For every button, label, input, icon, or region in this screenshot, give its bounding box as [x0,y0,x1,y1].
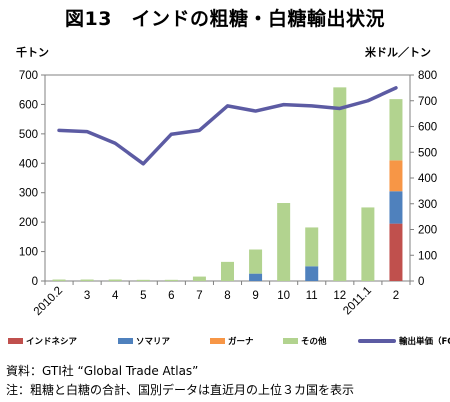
legend-label: インドネシア [26,337,78,347]
bar-segment [277,203,291,281]
right-axis-tick-label: 700 [418,96,437,108]
right-axis-tick-label: 0 [418,276,424,288]
x-axis-tick-label: 2 [393,290,399,302]
x-axis-tick-label: 12 [333,290,346,302]
left-axis-tick-label: 0 [32,276,38,288]
bar-segment [164,279,178,281]
note-text: 注：粗糖と白糖の合計、国別データは直近月の上位３カ国を表示 [6,383,355,397]
legend-item: その他 [283,334,327,348]
legend-color-swatch [210,338,225,344]
legend-label: ソマリア [136,337,171,347]
legend-item: インドネシア [8,334,77,348]
bar-segment [80,279,94,281]
right-axis-tick-label: 500 [418,147,437,159]
x-axis-tick-label: 3 [84,290,90,302]
right-axis-tick-label: 800 [418,70,437,82]
x-axis-tick-label: 5 [140,290,146,302]
chart-title: 図13 インドの粗糖・白糖輸出状況 [65,8,385,30]
bar-segment [333,87,347,281]
bar-segment [389,223,403,281]
legend-color-swatch [8,338,23,344]
legend-item: 輸出単価（FOB） [358,334,450,348]
right-axis-unit: 米ドル／トン [365,46,431,59]
left-axis-tick-label: 400 [19,158,38,170]
x-axis-tick-label: 7 [196,290,202,302]
x-axis-tick-label: 2010.2 [32,285,65,318]
source-text: 資料：GTI社 “Global Trade Atlas” [6,364,199,378]
bar-segment [249,273,263,281]
bar-segment [192,276,206,281]
bar-segment [249,249,263,274]
left-axis-tick-label: 700 [19,70,38,82]
legend-item: ガーナ [210,334,254,348]
bar-segment [52,279,66,281]
bar-segment [136,279,150,281]
x-axis-tick-label: 4 [112,290,119,302]
legend-label: ガーナ [228,337,254,347]
right-axis-tick-label: 600 [418,122,437,134]
price-line [57,86,398,166]
bar-segment [389,99,403,161]
x-axis-tick-label: 9 [252,290,258,302]
bar-segment [221,261,234,281]
bar-segment [389,191,403,224]
legend: インドネシア ソマリア ガーナ その他 輸出単価（FOB） [8,334,450,348]
bar-segment [108,279,122,281]
bar-segment [389,160,403,192]
right-axis-tick-label: 100 [418,250,437,262]
legend-label: 輸出単価（FOB） [399,337,450,347]
left-axis-tick-label: 600 [19,99,38,111]
bar-segment [305,266,319,281]
bar-segment [305,227,319,267]
legend-line-swatch [358,339,396,343]
legend-label: その他 [301,337,327,347]
left-axis-tick-label: 300 [19,188,38,200]
legend-item: ソマリア [118,334,170,348]
bar-segment [361,207,375,281]
right-axis-tick-label: 300 [418,199,437,211]
left-axis-tick-label: 200 [19,217,38,229]
x-axis-tick-label: 11 [306,290,318,302]
right-axis-tick-label: 400 [418,173,437,185]
x-axis-tick-label: 10 [277,290,290,302]
legend-color-swatch [283,338,298,344]
left-axis-tick-label: 100 [19,247,38,259]
right-axis-tick-label: 200 [418,225,437,237]
legend-color-swatch [118,338,133,344]
x-axis-tick-label: 6 [168,290,174,302]
x-axis-tick-label: 8 [224,290,230,302]
left-axis-tick-label: 500 [19,129,38,141]
left-axis-unit: 千トン [16,46,49,59]
